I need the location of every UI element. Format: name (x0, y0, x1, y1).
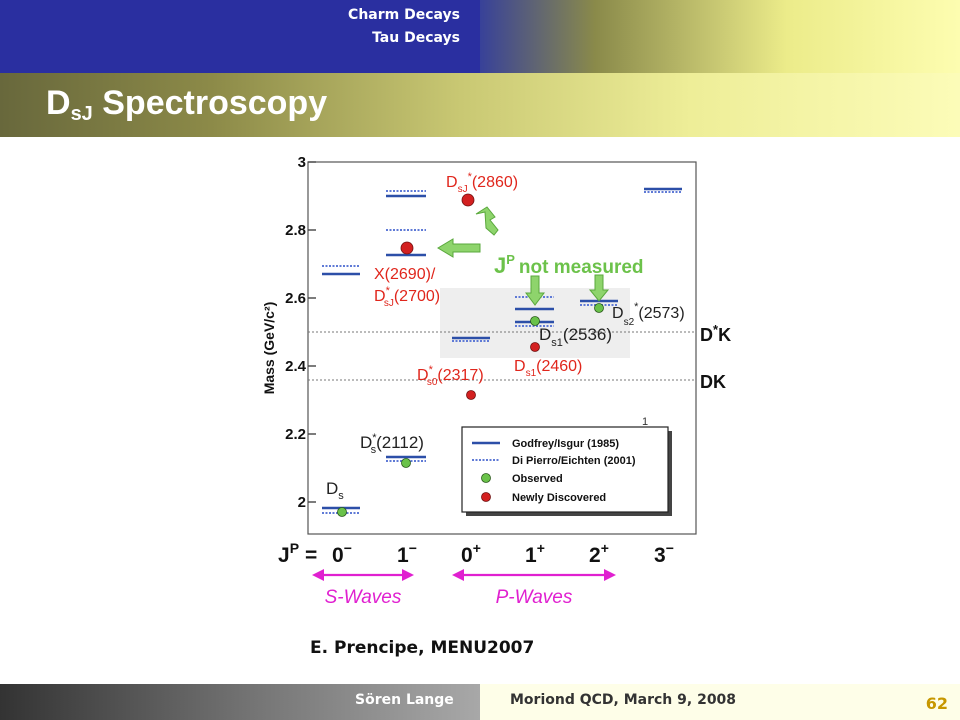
arrow-to-ds2-icon (588, 274, 610, 302)
new-state-marker (466, 390, 476, 400)
dstar-k-threshold-label: D*K (700, 322, 731, 345)
legend-observed-dot-icon (481, 473, 491, 483)
legend: Godfrey/Isgur (1985) Di Pierro/Eichten (… (461, 426, 672, 516)
observed-state-marker (530, 316, 540, 326)
state-label-ds2-2573: Ds2*(2573) (612, 301, 685, 328)
observed-state-marker (337, 507, 347, 517)
p-wave-arrow-left-icon (452, 569, 464, 581)
observed-state-marker (594, 303, 604, 313)
y-tick-label: 3 (298, 154, 306, 171)
jp-value: 2+ (589, 540, 609, 567)
arrow-to-x2690-icon (437, 238, 481, 258)
title-band (0, 73, 960, 137)
slide-title: DsJ Spectroscopy (46, 84, 328, 125)
dsj-spectroscopy-figure: 3 2.8 2.6 2.4 2.2 2 Mass (GeV/c²) D*K DK (261, 154, 731, 608)
figure-credit: E. Prencipe, MENU2007 (310, 638, 535, 658)
legend-new-dot-icon (481, 492, 491, 502)
arrow-to-ds1-icon (525, 275, 545, 306)
s-wave-arrow-right-icon (402, 569, 414, 581)
jp-value: 1+ (525, 540, 545, 567)
y-tick-label: 2 (298, 494, 306, 511)
state-label-ds: Ds (326, 479, 344, 502)
nav-item-tau-decays[interactable]: Tau Decays (372, 30, 460, 46)
new-state-marker (461, 193, 475, 207)
dk-threshold-label: DK (700, 372, 726, 392)
footer-conference: Moriond QCD, March 9, 2008 (510, 692, 737, 708)
jp-value: 0− (332, 540, 352, 567)
legend-label: Di Pierro/Eichten (2001) (512, 455, 636, 467)
y-tick-label: 2.6 (285, 290, 306, 307)
s-waves-label: S-Waves (325, 587, 402, 608)
green-arrows (437, 206, 610, 306)
jp-values: 0− 1− 0+ 1+ 2+ 3− (332, 540, 674, 567)
not-measured-label: JP not measured (494, 252, 644, 278)
wave-arrows (312, 569, 616, 581)
header-nav-block (0, 0, 480, 73)
jp-row-label: JP = (278, 540, 317, 567)
observed-states (337, 303, 604, 517)
state-label-dsj-2700: D* sJ(2700) (374, 285, 440, 309)
state-label-x2690: X(2690)/ (374, 266, 436, 283)
state-label-dsj-2860: DsJ*(2860) (446, 171, 518, 195)
new-state-marker (530, 342, 540, 352)
new-state-marker (400, 241, 414, 255)
y-tick-label: 2.2 (285, 426, 306, 443)
s-wave-arrow-left-icon (312, 569, 324, 581)
small-number: 1 (642, 416, 648, 428)
legend-label: Observed (512, 473, 563, 485)
legend-label: Godfrey/Isgur (1985) (512, 438, 619, 450)
y-axis-label: Mass (GeV/c²) (261, 302, 277, 395)
y-tick-marks (308, 161, 316, 503)
footer-right-band (480, 684, 960, 720)
newly-discovered-states (400, 193, 540, 400)
y-tick-label: 2.4 (285, 358, 307, 375)
arrow-to-dsj2860-icon (475, 206, 499, 236)
state-label-ds1-2536: Ds1(2536) (539, 325, 612, 349)
legend-label: Newly Discovered (512, 492, 606, 504)
footer-left-band (0, 684, 480, 720)
state-label-ds0-2317: D* s0(2317) (417, 364, 484, 388)
state-label-ds-2112: D* s(2112) (360, 432, 424, 456)
y-tick-label: 2.8 (285, 222, 306, 239)
p-wave-arrow-right-icon (604, 569, 616, 581)
nav-item-charm-decays[interactable]: Charm Decays (348, 7, 460, 23)
state-label-ds1-2460: Ds1(2460) (514, 358, 582, 379)
observed-state-marker (401, 458, 411, 468)
jp-value: 1− (397, 540, 417, 567)
page-number: 62 (925, 694, 948, 713)
footer-author: Sören Lange (355, 692, 454, 708)
p-waves-label: P-Waves (496, 587, 573, 608)
jp-value: 0+ (461, 540, 481, 567)
jp-value: 3− (654, 540, 674, 567)
